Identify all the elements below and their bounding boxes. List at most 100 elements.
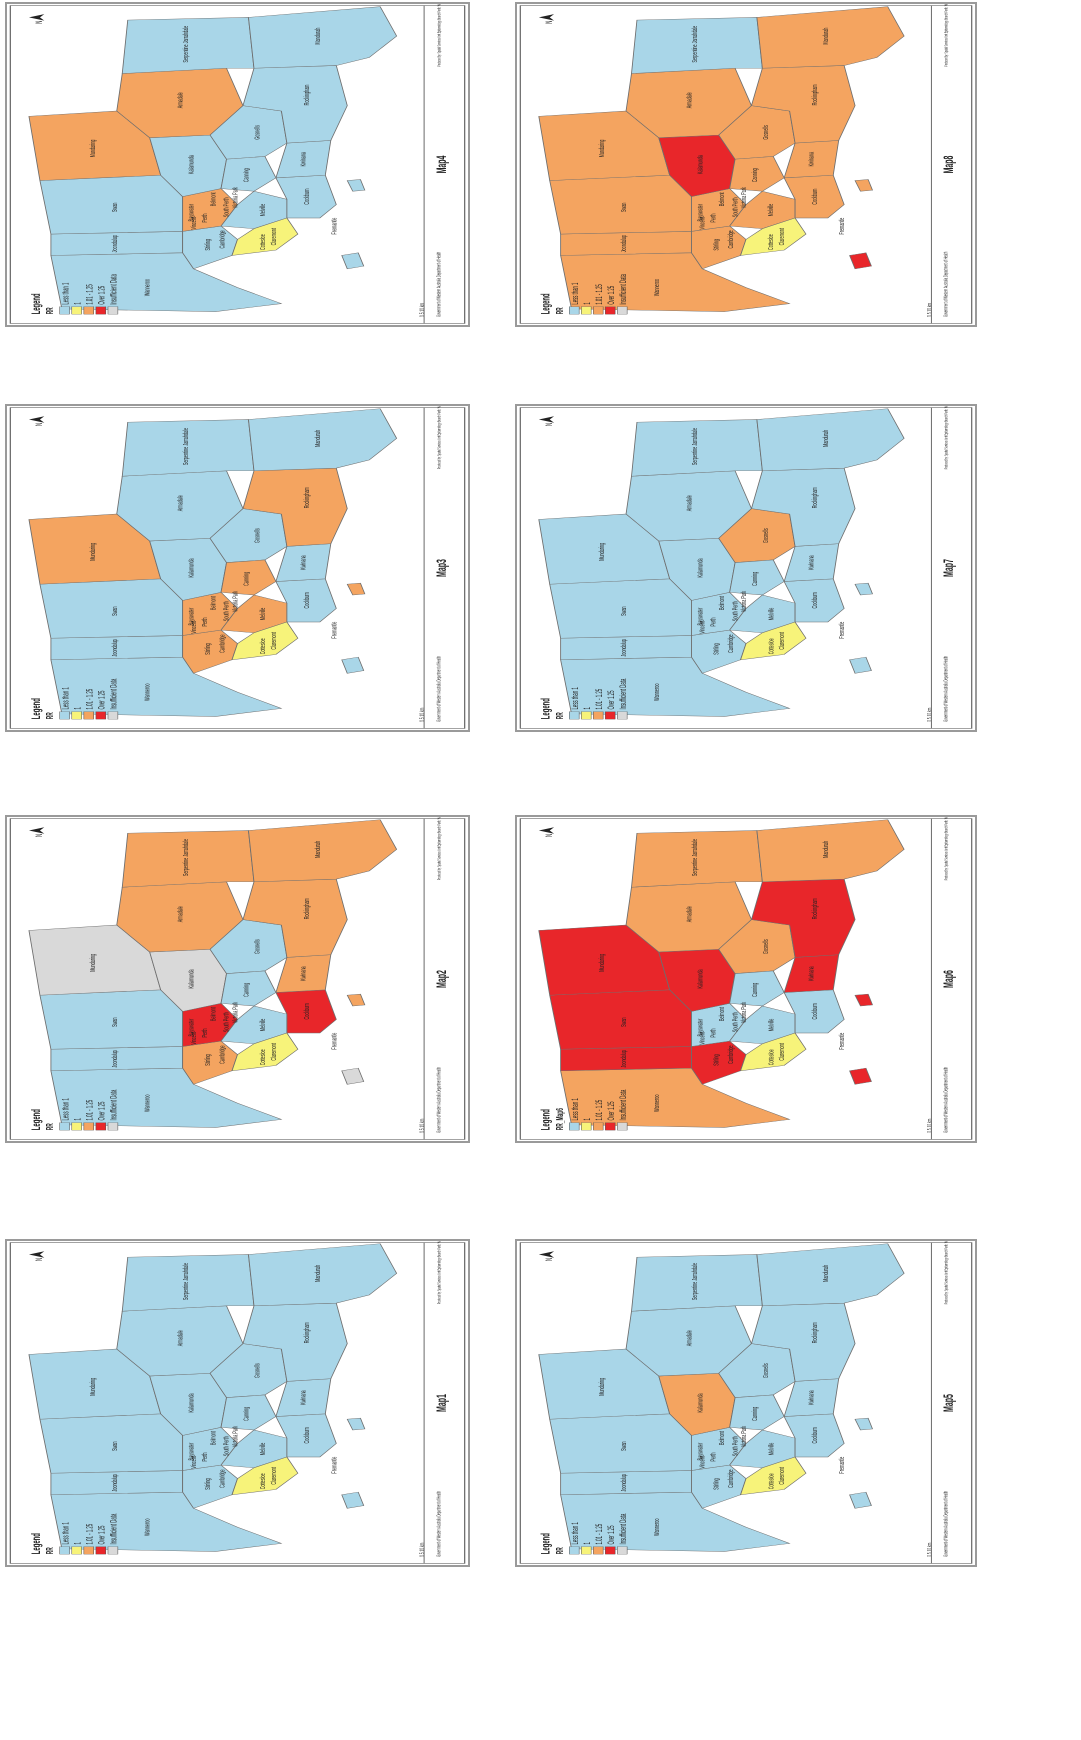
region-central[interactable] (182, 1427, 238, 1471)
region-label: Kwinana (809, 555, 817, 570)
region-label: Fremantle (331, 621, 339, 638)
region-label: Claremont (271, 228, 279, 245)
region-label: Swan (621, 606, 629, 615)
legend-label: 1.01 - 1.25 (596, 1524, 605, 1545)
region-canning[interactable] (220, 1394, 277, 1431)
region-garden[interactable] (346, 993, 366, 1007)
region-label: Victoria Park (232, 187, 240, 209)
region-label: Cottesloe (768, 638, 776, 654)
credit-text: Government of Western Australia Departme… (435, 1067, 441, 1133)
region-mandurah[interactable] (248, 819, 398, 883)
scale-bar: 0 5 10 km (926, 1119, 934, 1133)
region-garden[interactable] (854, 993, 874, 1007)
legend-swatch-r101-125 (83, 1122, 94, 1131)
region-central[interactable] (182, 188, 238, 232)
north-arrow-icon: N (28, 827, 45, 837)
legend-label: Less than 1 (62, 1098, 71, 1120)
legend-label: Insufficient Data (620, 1514, 629, 1545)
region-label: Belmont (719, 1431, 727, 1445)
legend-swatch-less-than-1 (569, 1122, 580, 1131)
region-garden[interactable] (346, 582, 366, 596)
map2-map-svg: Wanneroo Swan Mundaring Kalamunda Armadale Se… (9, 817, 466, 1140)
region-rottnest[interactable] (341, 1067, 365, 1085)
region-mandurah[interactable] (756, 1243, 905, 1307)
region-mandurah[interactable] (248, 408, 398, 472)
region-garden[interactable] (854, 1417, 874, 1431)
region-canning[interactable] (220, 559, 277, 596)
north-label: N (546, 423, 555, 426)
region-garden[interactable] (854, 582, 874, 596)
region-mandurah[interactable] (248, 1243, 398, 1307)
region-label: Rockingham (304, 898, 312, 919)
region-canning[interactable] (729, 970, 785, 1007)
region-label: Cambridge (728, 230, 736, 249)
region-rottnest[interactable] (849, 1491, 872, 1509)
north-arrow-icon: N (538, 14, 554, 24)
region-central[interactable] (182, 592, 238, 636)
region-canning[interactable] (729, 559, 785, 596)
region-rottnest[interactable] (341, 656, 365, 674)
region-central[interactable] (691, 188, 747, 232)
region-garden[interactable] (854, 179, 874, 192)
region-rottnest[interactable] (849, 252, 872, 270)
region-mandurah[interactable] (756, 819, 905, 883)
legend-label: 1 (74, 1118, 83, 1120)
region-label: Perth (202, 214, 210, 223)
credit-text: Government of Western Australia Departme… (943, 251, 949, 317)
region-rottnest[interactable] (849, 656, 872, 674)
legend-label: Insufficient Data (110, 1514, 119, 1545)
region-coast[interactable] (740, 621, 807, 661)
region-label: Vincent (699, 621, 707, 634)
credit-text: Government of Western Australia Departme… (943, 1066, 949, 1132)
region-central[interactable] (691, 592, 747, 636)
map-body: Wanneroo Swan Mundaring Kalamunda Armadale Se… (538, 819, 905, 1128)
legend-field: RR (554, 307, 565, 314)
region-coast[interactable] (231, 1032, 299, 1072)
region-canning[interactable] (729, 1394, 785, 1431)
region-mandurah[interactable] (248, 6, 398, 69)
region-rottnest[interactable] (341, 1491, 365, 1509)
region-label: Cottesloe (260, 638, 268, 654)
region-coast[interactable] (740, 1032, 807, 1072)
map7-map-svg: Wanneroo Swan Mundaring Kalamunda Armadale Se… (519, 406, 973, 729)
region-canning[interactable] (220, 156, 277, 192)
region-garden[interactable] (346, 1417, 366, 1431)
region-label: Stirling (205, 643, 213, 655)
legend-label: Less than 1 (62, 687, 71, 709)
region-coast[interactable] (231, 217, 299, 256)
region-central[interactable] (691, 1003, 747, 1047)
region-central[interactable] (691, 1427, 747, 1471)
region-rottnest[interactable] (341, 252, 365, 270)
region-label: Mandurah (823, 841, 831, 858)
producer-note: Produced by: Spatial Services Unit Epide… (944, 817, 949, 880)
legend-swatch-over-125 (605, 1122, 616, 1131)
region-label: Victoria Park (741, 1001, 749, 1023)
region-label: Mundaring (599, 140, 607, 158)
map8-panel: Wanneroo Swan Mundaring Kalamunda Armadale Se… (515, 2, 977, 327)
region-label: Vincent (191, 217, 199, 230)
scale-bar: 0 5 10 km (419, 1543, 427, 1557)
legend-swatch-insufficient (107, 1122, 119, 1131)
region-label: Armadale (686, 906, 694, 923)
region-central[interactable] (182, 1003, 238, 1047)
legend-label: 1.01 - 1.25 (86, 689, 95, 710)
region-label: Gosnells (763, 528, 771, 543)
region-mandurah[interactable] (756, 408, 905, 472)
region-label: Claremont (271, 632, 279, 650)
region-coast[interactable] (740, 1456, 807, 1496)
region-label: South Perth (224, 1012, 232, 1032)
region-label: Joondalup (621, 1474, 629, 1492)
region-rottnest[interactable] (849, 1067, 872, 1085)
region-canning[interactable] (729, 156, 785, 192)
legend-swatch-over-125 (605, 1546, 616, 1555)
region-label: Wanneroo (145, 1094, 153, 1112)
region-coast[interactable] (231, 621, 299, 661)
legend-swatch-over-125 (605, 306, 616, 315)
region-canning[interactable] (220, 970, 277, 1007)
region-coast[interactable] (231, 1456, 299, 1496)
region-coast[interactable] (740, 217, 807, 256)
map5-panel: Wanneroo Swan Mundaring Kalamunda Armadale Se… (515, 1239, 977, 1567)
region-garden[interactable] (346, 179, 366, 192)
region-mandurah[interactable] (756, 6, 905, 69)
map4-map-svg: Wanneroo Swan Mundaring Kalamunda Armadale Se… (9, 4, 466, 324)
